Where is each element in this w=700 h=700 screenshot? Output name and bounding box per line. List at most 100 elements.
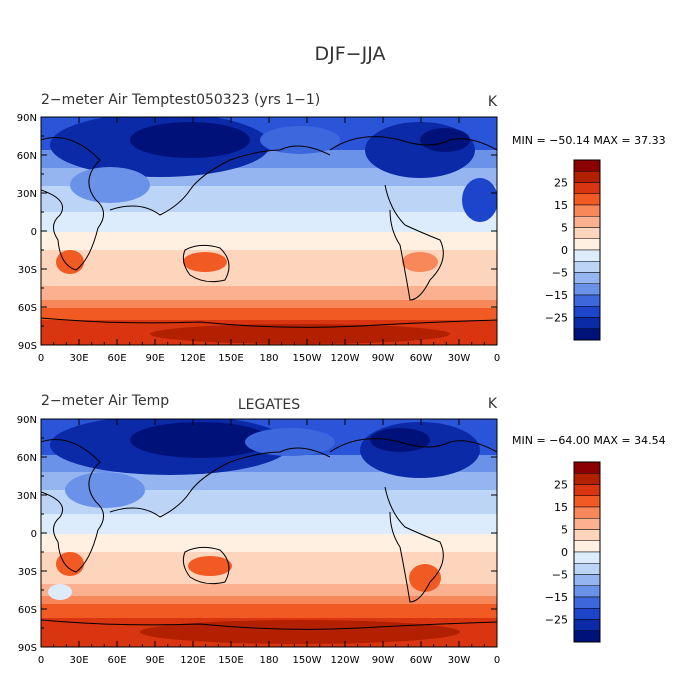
colorbar-label: −25: [545, 312, 568, 325]
colorbar-label: 0: [561, 546, 568, 559]
colorbar-label: 25: [554, 177, 568, 190]
colorbar-swatch: [573, 574, 601, 586]
lon-tick-label: 30W: [448, 655, 471, 666]
panel-units: K: [488, 94, 498, 110]
lat-tick-label: 30N: [17, 189, 37, 200]
colorbar-swatch: [573, 484, 601, 496]
colorbar-swatch: [573, 227, 601, 239]
lon-tick-label: 30W: [448, 353, 471, 364]
lon-tick-label: 60W: [410, 353, 433, 364]
panel-stats: MIN = −64.00 MAX = 34.54: [512, 434, 666, 447]
lon-tick-label: 180: [259, 655, 278, 666]
colorbar-frame: [573, 461, 601, 643]
colorbar-swatch: [573, 461, 601, 474]
colorbar-swatch: [573, 193, 601, 206]
lon-tick-label: 120W: [331, 655, 360, 666]
colorbar-swatch: [573, 630, 601, 643]
panel-stats: MIN = −50.14 MAX = 37.33: [512, 134, 666, 147]
lat-tick-label: 0: [31, 529, 37, 540]
panel-title: 2−meter Air Temp: [41, 393, 169, 409]
colorbar-swatch: [573, 540, 601, 553]
lon-tick-label: 0: [494, 655, 500, 666]
colorbar: 25 15 5 0 −5 −15 −25: [545, 159, 601, 341]
colorbar-swatch: [573, 294, 601, 307]
colorbar-label: 25: [554, 479, 568, 492]
lat-tick-label: 90N: [17, 113, 37, 124]
colorbar-swatch: [573, 529, 601, 541]
lon-tick-label: 60E: [107, 353, 126, 364]
colorbar-swatch: [573, 216, 601, 228]
colorbar-swatch: [573, 272, 601, 284]
colorbar-label: −5: [552, 267, 568, 280]
colorbar-swatch: [573, 563, 601, 575]
lon-tick-label: 180: [259, 353, 278, 364]
map-field: [41, 419, 497, 647]
lon-tick-label: 30E: [69, 353, 88, 364]
lon-tick-label: 150E: [218, 353, 243, 364]
lat-tick-label: 30N: [17, 491, 37, 502]
lon-axis: 0 30E 60E 90E 120E 150E 180 150W 120W 90W 60W 30W 0: [38, 419, 500, 666]
coastlines: [41, 136, 497, 328]
lat-tick-label: 0: [31, 227, 37, 238]
lon-tick-label: 90W: [372, 655, 395, 666]
lon-tick-label: 120W: [331, 353, 360, 364]
lat-tick-label: 90S: [18, 643, 37, 654]
panel-subtitle: LEGATES: [238, 397, 300, 413]
colorbar-swatch: [573, 619, 601, 631]
colorbar-swatch: [573, 551, 601, 564]
colorbar-swatch: [573, 204, 601, 217]
lat-tick-label: 90S: [18, 341, 37, 352]
lon-tick-label: 0: [494, 353, 500, 364]
lat-axis: 90N 60N 30N 0 30S 60S 90S: [17, 113, 497, 352]
colorbar-swatch: [573, 182, 601, 194]
colorbar-swatch: [573, 328, 601, 341]
colorbar-label: −25: [545, 614, 568, 627]
colorbar-swatch: [573, 159, 601, 172]
lon-tick-label: 0: [38, 655, 44, 666]
colorbar-swatch: [573, 171, 601, 183]
lat-tick-label: 60S: [18, 605, 37, 616]
colorbar-swatch: [573, 249, 601, 262]
colorbar-swatch: [573, 585, 601, 598]
lon-tick-label: 30E: [69, 655, 88, 666]
colorbar-label: 15: [554, 199, 568, 212]
colorbar-swatch: [573, 473, 601, 485]
colorbar-label: 5: [561, 222, 568, 235]
lon-axis: 0 30E 60E 90E 120E 150E 180 150W 120W 90W 60W 30W 0: [38, 117, 500, 364]
lat-tick-label: 30S: [18, 265, 37, 276]
panel-units: K: [488, 396, 498, 412]
colorbar-swatch: [573, 306, 601, 318]
colorbar-swatch: [573, 261, 601, 273]
lon-tick-label: 90W: [372, 353, 395, 364]
colorbar-swatch: [573, 495, 601, 508]
lon-tick-label: 60E: [107, 655, 126, 666]
coastlines: [41, 438, 497, 630]
map-field: [41, 117, 497, 345]
colorbar-swatch: [573, 317, 601, 329]
lat-tick-label: 60N: [17, 453, 37, 464]
colorbar-label: −5: [552, 569, 568, 582]
lat-tick-label: 90N: [17, 415, 37, 426]
figure-title: DJF−JJA: [315, 43, 386, 65]
colorbar-swatch: [573, 596, 601, 609]
lon-tick-label: 0: [38, 353, 44, 364]
colorbar-label: 5: [561, 524, 568, 537]
colorbar-swatch: [573, 238, 601, 251]
colorbar-swatch: [573, 608, 601, 620]
lon-tick-label: 150W: [293, 353, 322, 364]
lon-tick-label: 90E: [145, 655, 164, 666]
colorbar-label: −15: [545, 591, 568, 604]
colorbar-swatch: [573, 518, 601, 530]
colorbar-label: 0: [561, 244, 568, 257]
lat-tick-label: 30S: [18, 567, 37, 578]
panel-title: 2−meter Air Temptest050323 (yrs 1−1): [41, 92, 320, 108]
colorbar: 25 15 5 0 −5 −15 −25: [545, 461, 601, 643]
colorbar-frame: [573, 159, 601, 341]
lon-tick-label: 90E: [145, 353, 164, 364]
panel-observed: 2−meter Air Temp LEGATES K MIN = −64.00 …: [17, 393, 666, 666]
colorbar-swatch: [573, 283, 601, 296]
lon-tick-label: 120E: [180, 655, 205, 666]
panel-model: 2−meter Air Temptest050323 (yrs 1−1) K M…: [17, 92, 666, 364]
lon-tick-label: 150E: [218, 655, 243, 666]
